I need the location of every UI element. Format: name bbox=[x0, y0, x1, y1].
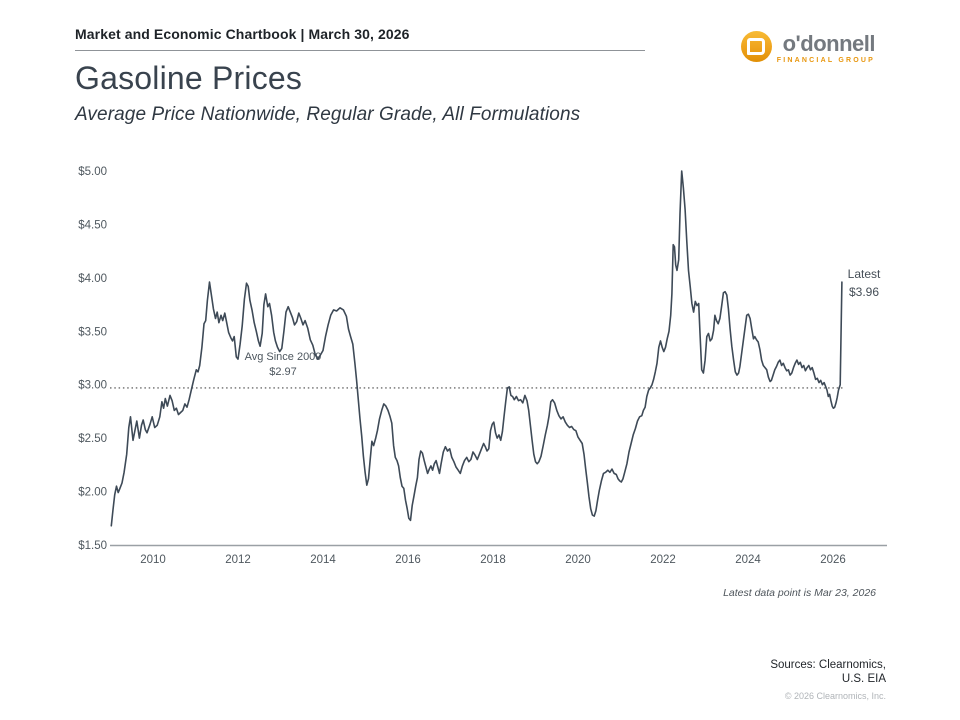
sources-block: Sources: Clearnomics, U.S. EIA © 2026 Cl… bbox=[770, 658, 886, 703]
x-axis-tick-label: 2014 bbox=[310, 554, 336, 566]
y-axis-tick-label: $3.00 bbox=[78, 380, 107, 392]
x-axis-tick-label: 2024 bbox=[735, 554, 761, 566]
average-label: Avg Since 2009 bbox=[245, 351, 322, 363]
logo-tagline: FINANCIAL GROUP bbox=[776, 57, 875, 64]
sources-line-1: Sources: Clearnomics, bbox=[770, 659, 886, 671]
x-axis-tick-label: 2022 bbox=[650, 554, 676, 566]
y-axis-tick-label: $5.00 bbox=[78, 166, 107, 178]
logo-brand: o'donnell bbox=[782, 31, 876, 56]
y-axis-tick-label: $2.50 bbox=[78, 433, 107, 445]
x-axis-tick-label: 2012 bbox=[225, 554, 251, 566]
x-axis-tick-label: 2020 bbox=[565, 554, 591, 566]
x-axis-tick-label: 2016 bbox=[395, 554, 421, 566]
page-subtitle: Average Price Nationwide, Regular Grade,… bbox=[75, 104, 581, 125]
latest-value-label: $3.96 bbox=[849, 285, 879, 299]
y-axis-tick-label: $4.50 bbox=[78, 219, 107, 231]
y-axis-tick-label: $2.00 bbox=[78, 487, 107, 499]
price-line bbox=[110, 170, 843, 527]
sources-line-2: U.S. EIA bbox=[841, 673, 886, 685]
header-divider bbox=[75, 50, 645, 51]
latest-label: Latest bbox=[848, 267, 881, 281]
average-value-label: $2.97 bbox=[269, 366, 297, 378]
x-axis-tick-label: 2018 bbox=[480, 554, 506, 566]
y-axis-tick-label: $3.50 bbox=[78, 326, 107, 338]
page-title: Gasoline Prices bbox=[75, 60, 303, 96]
logo-d-icon bbox=[740, 31, 772, 62]
odonnell-logo: o'donnell FINANCIAL GROUP bbox=[740, 31, 876, 64]
y-axis-tick-label: $4.00 bbox=[78, 273, 107, 285]
copyright: © 2026 Clearnomics, Inc. bbox=[784, 691, 886, 701]
y-axis-tick-label: $1.50 bbox=[78, 540, 107, 552]
x-axis-tick-label: 2010 bbox=[140, 554, 166, 566]
chart-footnote: Latest data point is Mar 23, 2026 bbox=[723, 587, 876, 599]
chartbook-header: Market and Economic Chartbook | March 30… bbox=[75, 26, 410, 42]
x-axis-tick-label: 2026 bbox=[820, 554, 846, 566]
